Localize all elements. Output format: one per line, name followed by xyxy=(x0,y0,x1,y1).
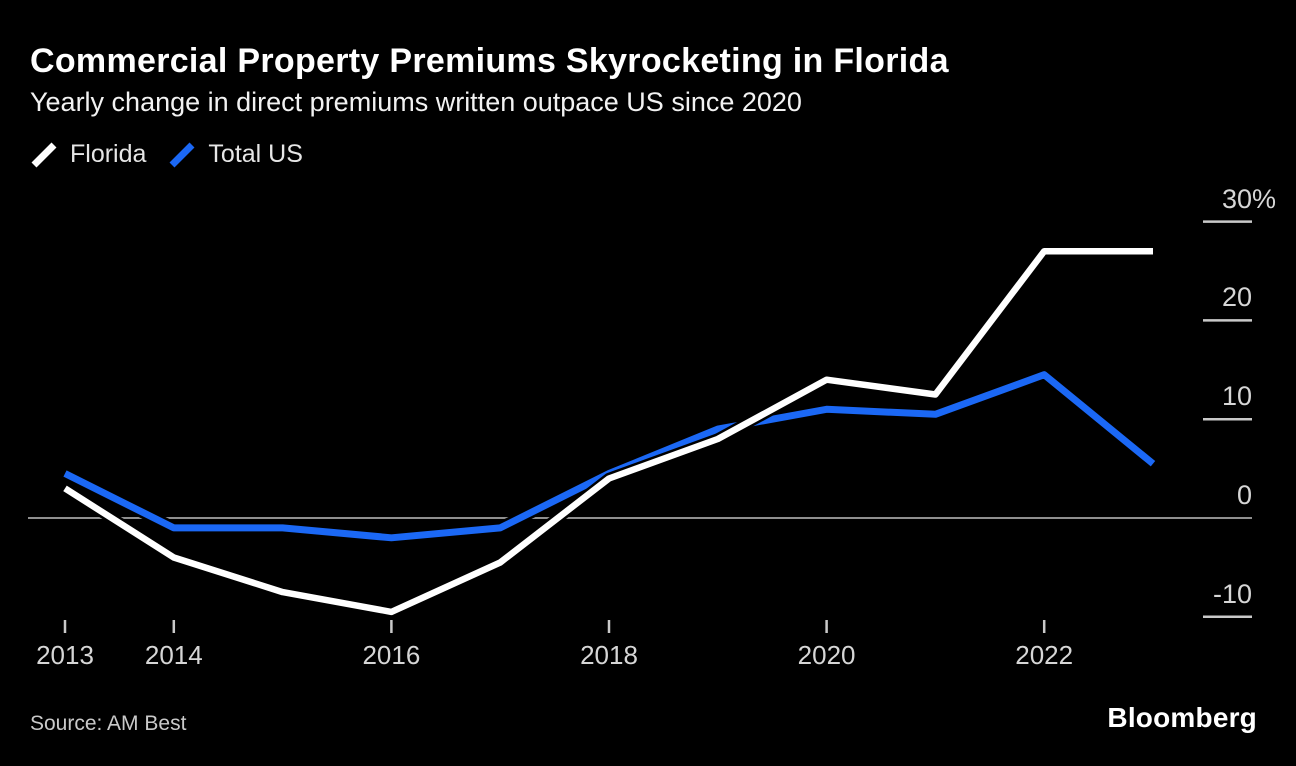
legend-label: Florida xyxy=(70,140,147,168)
y-axis-label: 0 xyxy=(1236,480,1252,510)
legend-item-total-us: Total US xyxy=(168,140,303,169)
legend-marker-icon xyxy=(31,142,57,167)
x-axis-label: 2014 xyxy=(144,640,203,670)
y-axis-label: 20 xyxy=(1221,282,1252,313)
legend-marker-icon xyxy=(169,142,195,167)
florida-line xyxy=(63,247,1153,616)
y-axis-label: 10 xyxy=(1221,381,1252,412)
total-us-line-halo xyxy=(62,368,1157,544)
bloomberg-logo: Bloomberg xyxy=(1107,702,1257,733)
y-axis-label: -10 xyxy=(1212,578,1252,609)
chart-title: Commercial Property Premiums Skyrocketin… xyxy=(30,42,949,80)
chart-subtitle: Yearly change in direct premiums written… xyxy=(30,87,802,117)
chart-legend: Florida Total US xyxy=(30,140,303,169)
x-axis-label: 2022 xyxy=(1015,640,1074,670)
x-axis-label: 2020 xyxy=(797,640,856,670)
legend-item-florida: Florida xyxy=(30,140,146,169)
x-axis-label: 2013 xyxy=(36,640,94,670)
florida-line-halo xyxy=(61,245,1153,618)
percent-suffix: % xyxy=(1252,183,1277,214)
source-credit: Source: AM Best xyxy=(30,712,187,735)
legend-label: Total US xyxy=(208,140,303,168)
x-axis-label: 2018 xyxy=(580,640,638,670)
y-axis-label: 30% xyxy=(1221,183,1277,214)
x-axis-label: 2016 xyxy=(362,640,421,670)
